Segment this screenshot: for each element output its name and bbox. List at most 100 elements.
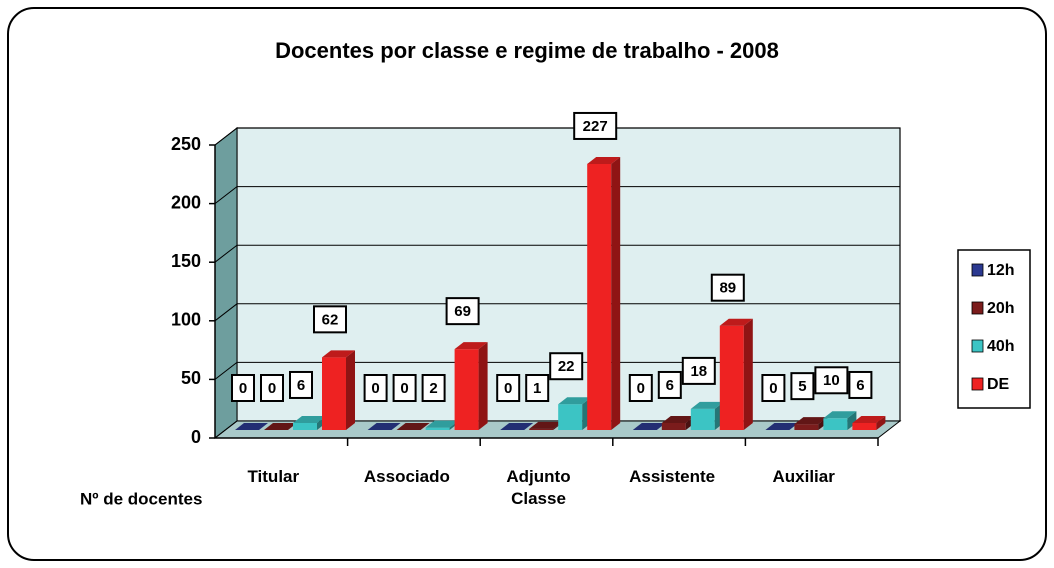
data-label: 0 [371,380,379,397]
grid-line [214,186,900,204]
data-label-box [421,374,446,402]
bar-top [500,423,534,430]
data-label-box [657,370,682,399]
data-label-box [363,374,388,402]
data-label-box [848,370,873,399]
grid-line [214,244,900,263]
data-label-box [628,374,653,402]
bar [264,423,297,430]
data-label: 0 [239,380,247,397]
y-tick-label: 150 [171,251,201,271]
data-label: 62 [322,311,339,328]
legend-label: DE [987,376,1010,393]
legend-label: 12h [987,262,1015,279]
data-label-box [260,374,284,402]
bar-front [587,163,612,430]
data-label: 6 [666,377,674,394]
x-tick-label: Auxiliar [772,467,835,486]
y-tick-label: 200 [171,192,201,212]
bar-top [765,423,799,430]
data-label: 0 [637,380,645,397]
bar-top [632,423,666,430]
bar-top [587,156,621,164]
y-axis-label: Nº de docentes [80,489,202,508]
bar-top [322,350,355,358]
bar [235,423,268,430]
data-label-box [710,273,745,302]
bar-top [264,423,297,430]
grid-line [214,303,900,322]
bar-front [690,408,715,430]
bar-front [852,422,877,430]
bar-top [367,423,401,430]
data-label-box [496,374,521,402]
data-label-box [681,356,716,385]
bar-top [794,417,828,425]
bar [823,411,857,430]
bar-front [823,418,848,430]
data-label-box [231,374,255,402]
bar [558,397,592,430]
chart-title: Docentes por classe e regime de trabalho… [275,38,779,63]
x-tick-label: Assistente [629,467,716,486]
bar [632,423,666,430]
y-tick-label: 250 [171,134,201,154]
data-label: 0 [504,380,512,397]
bar-top [558,397,592,405]
bar-top [823,411,857,419]
data-label: 10 [823,372,840,389]
data-label-box [525,374,550,402]
bar-front [529,428,554,430]
bar-side [847,411,857,430]
legend-swatch [971,301,984,315]
data-label-box [392,374,417,402]
bar [587,156,621,430]
legend-label: 20h [987,300,1015,317]
bar-top [454,342,488,350]
bar-top [293,415,326,423]
bar-top [719,318,753,326]
y-tick-label: 0 [191,427,201,447]
data-label: 6 [297,377,305,394]
data-label: 69 [454,303,471,320]
bar-front [661,422,686,430]
data-label: 0 [400,380,408,397]
bar-front [454,349,479,430]
legend-swatch [971,339,984,353]
data-label: 227 [583,118,608,135]
bar-front [558,404,583,430]
data-label: 89 [719,280,736,297]
data-label: 22 [558,358,575,375]
bar-side [346,350,355,430]
bar [367,423,401,430]
legend-label: 40h [987,338,1015,355]
y-tick-label: 100 [171,310,201,330]
bar-side [478,342,488,430]
data-label-box [814,366,849,395]
data-label: 5 [798,378,806,395]
bar [396,423,430,430]
bar-top [852,415,886,423]
bar [765,423,799,430]
bar [500,423,534,430]
bar-front [425,427,450,430]
data-label-box [573,111,618,140]
bar-top [529,421,563,429]
bar-top [690,401,724,409]
bar-top [396,423,430,430]
bar-top [235,423,268,430]
x-tick-label: Associado [363,467,450,486]
data-label: 1 [533,380,541,397]
bar-side [743,318,753,430]
data-label: 6 [856,377,864,394]
data-label: 18 [690,363,707,380]
data-label-box [761,374,786,402]
grid-line [214,127,900,146]
data-label: 0 [268,380,276,397]
bar [719,318,753,430]
data-label-box [289,370,313,399]
y-tick-label: 50 [181,368,201,388]
bar [322,350,355,430]
